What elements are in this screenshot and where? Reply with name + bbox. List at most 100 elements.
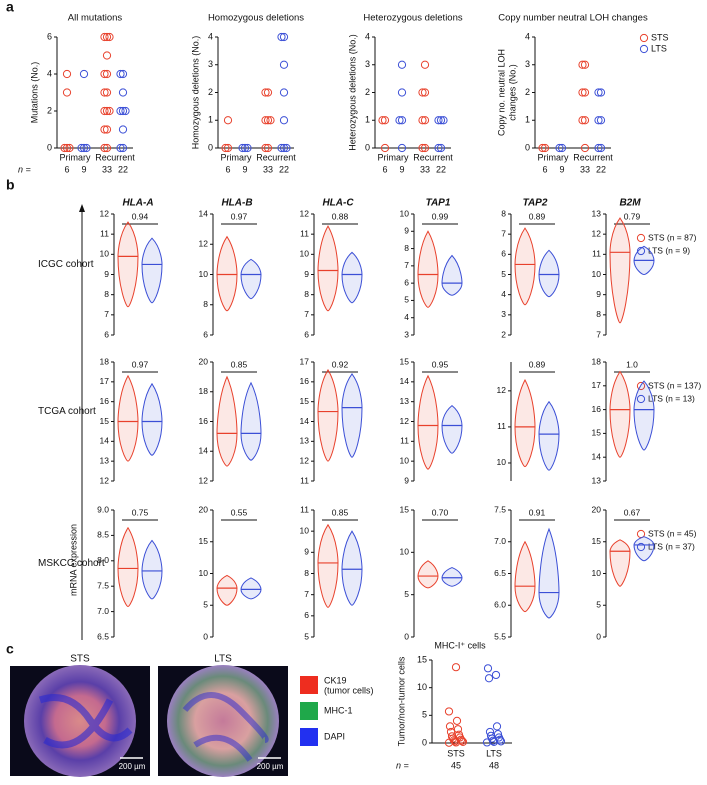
image-label: STS (70, 654, 90, 665)
group-label: Primary (60, 152, 91, 162)
y-tick-label: 5 (404, 589, 409, 599)
scale-bar-label: 200 µm (119, 762, 146, 771)
data-point (434, 116, 443, 125)
data-point (102, 143, 112, 153)
data-point (596, 143, 606, 153)
n-value: 33 (420, 164, 430, 174)
data-point (82, 143, 91, 153)
group-label: Recurrent (95, 152, 135, 162)
y-tick-label: 11 (497, 421, 506, 431)
y-tick-label: 10 (400, 547, 410, 557)
data-point (279, 116, 289, 125)
scale-bar-label: 200 µm (257, 762, 284, 771)
y-tick-label: 7.5 (494, 504, 506, 514)
data-point (102, 51, 112, 60)
violin (417, 560, 439, 589)
micrograph-texture (38, 694, 133, 749)
data-point (578, 60, 587, 69)
data-point (277, 143, 286, 153)
data-point (62, 69, 72, 79)
violin (216, 574, 238, 606)
y-tick-label: 12 (199, 475, 209, 485)
y-tick-label: 15 (199, 536, 209, 546)
data-point (105, 32, 114, 42)
violin (341, 530, 363, 606)
violin (633, 380, 655, 451)
y-tick-label: 12 (100, 208, 110, 218)
group-label: Primary (378, 152, 409, 162)
gene-title: HLA-A (122, 198, 153, 209)
data-point (397, 143, 407, 153)
p-value: 0.99 (432, 211, 449, 221)
data-point (418, 143, 427, 153)
y-tick-label: 5 (203, 600, 208, 610)
data-point (100, 125, 109, 134)
y-tick-label: 0 (203, 631, 208, 641)
y-tick-label: 0 (525, 142, 530, 152)
n-value: 22 (279, 164, 289, 174)
row-label: TCGA cohort (38, 406, 96, 417)
gene-title: HLA-C (322, 198, 354, 209)
data-point (118, 88, 128, 97)
data-point (100, 106, 109, 116)
y-tick-label: 5 (422, 710, 427, 720)
violin (514, 227, 536, 306)
legend-marker (636, 542, 646, 552)
data-point (60, 143, 69, 153)
y-tick-label: 8 (104, 289, 109, 299)
y-tick-label: 17 (300, 356, 310, 366)
y-tick-label: 6 (304, 329, 309, 339)
y-tick-label: 11 (100, 228, 109, 238)
data-point (263, 88, 273, 97)
p-value: 0.79 (624, 211, 641, 221)
micrograph-sts (24, 665, 136, 777)
y-tick-label: 14 (400, 376, 410, 386)
data-point (118, 106, 128, 116)
violin (514, 378, 536, 468)
data-point (540, 143, 550, 153)
data-point (102, 106, 112, 116)
data-point (578, 116, 587, 125)
y-tick-label: 14 (100, 436, 110, 446)
y-tick-label: 8 (304, 568, 309, 578)
y-tick-label: 1 (365, 115, 370, 125)
y-tick-label: 10 (400, 455, 410, 465)
data-point (420, 143, 430, 153)
y-tick-label: 3 (365, 59, 370, 69)
violin (609, 539, 631, 587)
y-tick-label: 7 (104, 309, 109, 319)
subplot-title: Heterozygous deletions (363, 13, 463, 24)
group-label: Recurrent (413, 152, 453, 162)
p-value: 1.0 (626, 359, 638, 369)
data-point (452, 716, 462, 725)
n-value: 6 (64, 164, 69, 174)
y-tick-label: 14 (199, 446, 209, 456)
data-point (395, 116, 404, 125)
data-point (436, 116, 446, 125)
data-point (580, 143, 590, 153)
legend-label: LTS (n = 9) (648, 245, 690, 255)
data-point (418, 116, 427, 125)
data-point (223, 143, 233, 153)
data-point (261, 88, 270, 97)
y-tick-label: 12 (199, 239, 209, 249)
n-value: 33 (263, 164, 273, 174)
n-value: 9 (559, 164, 564, 174)
subplot-title: Homozygous deletions (208, 13, 304, 24)
gene-title: TAP2 (523, 198, 548, 209)
y-tick-label: 17 (592, 380, 602, 390)
y-tick-label: 17 (100, 376, 110, 386)
data-point (102, 125, 112, 134)
y-tick-label: 9 (104, 269, 109, 279)
y-tick-label: 6 (203, 329, 208, 339)
data-point (100, 88, 109, 97)
data-point (282, 143, 291, 153)
violin (216, 235, 238, 312)
data-point (62, 143, 72, 153)
y-tick-label: 16 (592, 404, 602, 414)
y-tick-label: 18 (199, 386, 209, 396)
data-point (279, 143, 289, 153)
y-tick-label: 5 (596, 600, 601, 610)
y-tick-label: 13 (300, 436, 310, 446)
n-value: 22 (118, 164, 128, 174)
